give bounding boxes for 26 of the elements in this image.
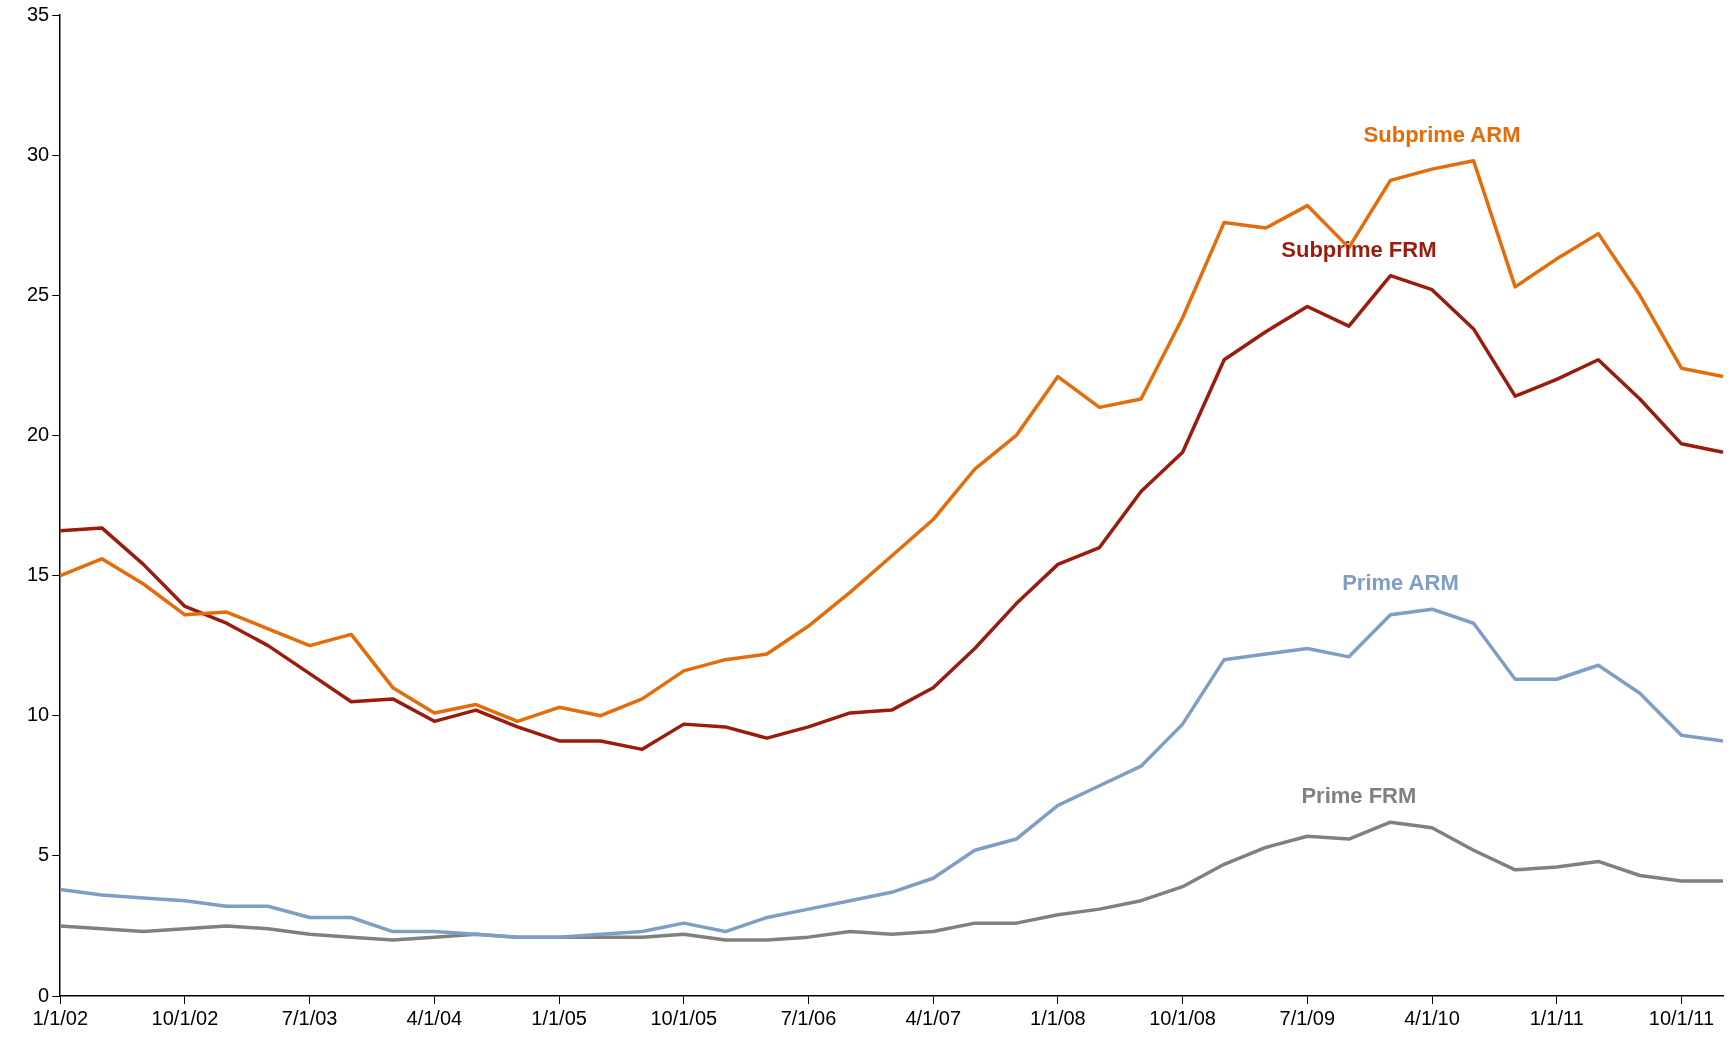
x-tick-label: 1/1/08 (1030, 1006, 1086, 1029)
x-tick-label: 10/1/08 (1149, 1006, 1216, 1029)
series-label: Subprime ARM (1363, 121, 1521, 147)
x-tick-label: 7/1/06 (780, 1006, 837, 1029)
x-tick-label: 10/1/02 (151, 1006, 219, 1029)
y-tick-label: 30 (27, 142, 50, 165)
series-label: Prime FRM (1301, 783, 1417, 809)
x-tick-label: 1/1/05 (531, 1006, 587, 1029)
series-label: Prime ARM (1342, 570, 1459, 596)
y-tick-label: 0 (38, 983, 50, 1006)
x-tick-label: 10/1/11 (1648, 1006, 1715, 1029)
y-tick-label: 5 (38, 843, 50, 866)
y-tick-label: 20 (27, 422, 50, 445)
y-tick-label: 25 (27, 282, 50, 305)
y-tick-label: 10 (27, 703, 50, 726)
x-tick-label: 4/1/04 (406, 1006, 463, 1029)
x-tick-label: 7/1/03 (281, 1006, 338, 1029)
x-tick-label: 1/1/11 (1529, 1006, 1584, 1029)
x-tick-label: 7/1/09 (1279, 1006, 1336, 1029)
x-tick-label: 10/1/05 (650, 1006, 718, 1029)
x-tick-label: 4/1/07 (905, 1006, 961, 1029)
series-label: Subprime FRM (1281, 236, 1437, 262)
x-tick-label: 4/1/10 (1404, 1006, 1460, 1029)
y-tick-label: 15 (27, 563, 50, 586)
y-tick-label: 35 (27, 2, 50, 25)
x-tick-label: 1/1/02 (32, 1006, 89, 1029)
